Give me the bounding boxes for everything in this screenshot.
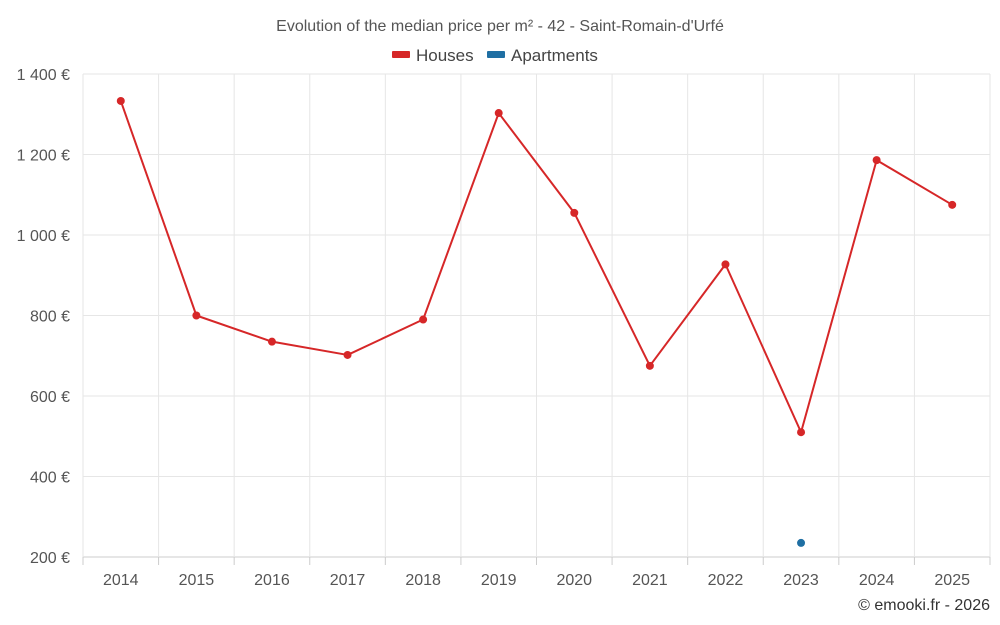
y-tick-label: 400 € bbox=[30, 470, 70, 487]
legend-label-houses[interactable]: Houses bbox=[416, 46, 474, 65]
data-point-houses[interactable] bbox=[948, 200, 957, 209]
x-tick-label: 2023 bbox=[783, 572, 819, 589]
legend-swatch-apartments bbox=[487, 51, 505, 58]
x-tick-label: 2022 bbox=[708, 572, 744, 589]
x-gridlines bbox=[82, 74, 991, 565]
y-axis-labels: 200 € 400 € 600 € 800 € 1 000 € 1 200 € 1 400 … bbox=[17, 67, 70, 567]
credit-text: © emooki.fr - 2026 bbox=[858, 597, 990, 614]
data-point-houses[interactable] bbox=[721, 260, 730, 269]
x-tick-label: 2016 bbox=[254, 572, 290, 589]
data-point-houses[interactable] bbox=[192, 311, 201, 320]
y-tick-label: 1 200 € bbox=[17, 148, 70, 165]
x-tick-label: 2017 bbox=[330, 572, 366, 589]
x-tick-label: 2019 bbox=[481, 572, 517, 589]
x-tick-label: 2021 bbox=[632, 572, 668, 589]
data-point-houses[interactable] bbox=[797, 428, 806, 437]
y-tick-label: 800 € bbox=[30, 309, 70, 326]
data-point-apartments[interactable] bbox=[797, 538, 806, 547]
chart-title: Evolution of the median price per m² - 4… bbox=[276, 18, 724, 35]
y-tick-label: 200 € bbox=[30, 550, 70, 567]
series-layer bbox=[116, 96, 957, 547]
x-axis-labels: 2014 2015 2016 2017 2018 2019 2020 2021 2022 2023… bbox=[103, 572, 970, 589]
data-point-houses[interactable] bbox=[872, 156, 881, 165]
x-tick-label: 2025 bbox=[934, 572, 970, 589]
data-point-houses[interactable] bbox=[494, 109, 503, 118]
data-point-houses[interactable] bbox=[645, 361, 654, 370]
legend-label-apartments[interactable]: Apartments bbox=[511, 46, 598, 65]
x-tick-label: 2020 bbox=[556, 572, 592, 589]
data-point-houses[interactable] bbox=[419, 315, 428, 324]
data-point-houses[interactable] bbox=[267, 337, 276, 346]
y-tick-label: 600 € bbox=[30, 389, 70, 406]
x-tick-label: 2015 bbox=[179, 572, 215, 589]
data-point-houses[interactable] bbox=[570, 208, 579, 217]
y-tick-label: 1 000 € bbox=[17, 228, 70, 245]
x-tick-label: 2024 bbox=[859, 572, 895, 589]
series-line-houses bbox=[119, 100, 953, 434]
series-apartments bbox=[797, 538, 806, 547]
data-point-houses[interactable] bbox=[116, 96, 125, 105]
data-point-houses[interactable] bbox=[343, 350, 352, 359]
series-houses bbox=[116, 96, 957, 437]
x-tick-label: 2014 bbox=[103, 572, 139, 589]
x-tick-label: 2018 bbox=[405, 572, 441, 589]
legend-swatch-houses bbox=[392, 51, 410, 58]
y-tick-label: 1 400 € bbox=[17, 67, 70, 84]
legend: Houses Apartments bbox=[392, 46, 598, 65]
